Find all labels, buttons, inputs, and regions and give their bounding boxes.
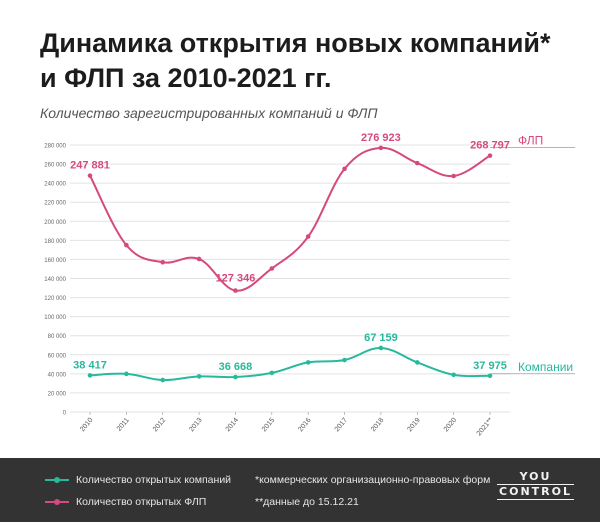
legend-label-companies: Количество открытых компаний [76, 474, 232, 486]
y-tick-label: 80 000 [48, 334, 67, 340]
data-point [269, 370, 275, 376]
data-point [378, 145, 384, 151]
data-label: 67 159 [364, 332, 398, 344]
data-point [487, 153, 493, 158]
x-tick-label: 2013 [188, 417, 203, 434]
footnote-date: **данные до 15.12.21 [255, 496, 359, 508]
x-tick-label: 2019 [406, 417, 421, 434]
data-label: 247 881 [70, 160, 110, 172]
y-tick-label: 20 000 [48, 391, 67, 397]
y-tick-label: 0 [63, 411, 67, 417]
data-label: 36 668 [219, 361, 253, 373]
y-tick-label: 240 000 [44, 182, 66, 188]
y-tick-label: 100 000 [44, 315, 66, 321]
y-tick-label: 120 000 [44, 296, 66, 302]
legend-item-flp: Количество открытых ФЛП [45, 496, 206, 508]
data-point [342, 166, 347, 172]
data-point [196, 256, 202, 262]
y-tick-label: 220 000 [44, 201, 66, 207]
youcontrol-logo: YOU CONTROL [497, 470, 574, 500]
data-label: 276 923 [361, 132, 401, 144]
legend-label-flp: Количество открытых ФЛП [76, 496, 207, 508]
footnote-companies: *коммерческих организационно-правовых фо… [255, 474, 491, 486]
data-point [451, 173, 456, 179]
data-point [160, 259, 166, 265]
data-point [124, 242, 129, 248]
legend-swatch-companies [45, 477, 69, 483]
y-tick-label: 60 000 [48, 353, 67, 359]
x-tick-label: 2012 [152, 417, 167, 434]
data-point [87, 173, 93, 178]
data-label: 37 975 [473, 360, 507, 372]
y-tick-label: 40 000 [48, 372, 67, 378]
logo-top-text: YOU [519, 470, 552, 483]
data-point [414, 160, 420, 166]
legend-swatch-flp [45, 499, 69, 505]
data-label: 38 417 [73, 359, 107, 371]
data-point [305, 234, 311, 239]
chart-title: Динамика открытия новых компаний* и ФЛП … [40, 26, 580, 96]
data-point [414, 360, 420, 365]
data-point [378, 345, 384, 351]
y-tick-label: 140 000 [44, 277, 66, 283]
footer: Количество открытых компаний Количество … [0, 458, 600, 522]
series-line-flp [89, 146, 491, 292]
chart-subtitle: Количество зарегистрированных компаний и… [40, 105, 378, 121]
x-tick-label: 2020 [443, 417, 458, 434]
y-tick-label: 260 000 [44, 163, 66, 169]
x-tick-label: 2015 [261, 417, 276, 434]
x-tick-label: 2021** [476, 417, 495, 438]
data-point [233, 374, 238, 380]
x-tick-label: 2010 [79, 417, 94, 434]
logo-bottom-text: CONTROL [497, 484, 574, 500]
x-tick-label: 2014 [225, 417, 240, 434]
y-tick-label: 180 000 [44, 239, 66, 245]
data-label: 127 346 [216, 273, 256, 285]
x-tick-label: 2017 [334, 417, 349, 434]
series-line-companies [89, 346, 491, 382]
y-tick-label: 280 000 [44, 144, 66, 150]
y-tick-label: 160 000 [44, 258, 66, 264]
chart-title-line1: Динамика открытия новых компаний* [40, 28, 551, 58]
x-tick-label: 2018 [370, 417, 385, 434]
data-point [305, 360, 311, 365]
data-point [487, 373, 493, 379]
legend-item-companies: Количество открытых компаний [45, 474, 231, 486]
data-point [196, 374, 202, 379]
data-label: 268 797 [470, 140, 510, 152]
y-tick-label: 200 000 [44, 220, 66, 226]
series-label-companies: Компании [518, 360, 573, 374]
data-point [87, 373, 93, 378]
x-tick-label: 2011 [116, 417, 131, 433]
data-point [451, 372, 456, 378]
data-point [342, 357, 347, 363]
data-point [269, 266, 275, 271]
x-tick-label: 2016 [297, 417, 312, 434]
line-chart: 0 20 000 40 000 60 000 80 000 100 000 120 000 1… [44, 132, 575, 438]
data-point [124, 371, 129, 377]
chart-title-line2: и ФЛП за 2010-2021 гг. [40, 63, 332, 93]
data-point [160, 377, 166, 383]
series-label-flp: ФЛП [518, 134, 543, 148]
data-point [233, 288, 238, 293]
